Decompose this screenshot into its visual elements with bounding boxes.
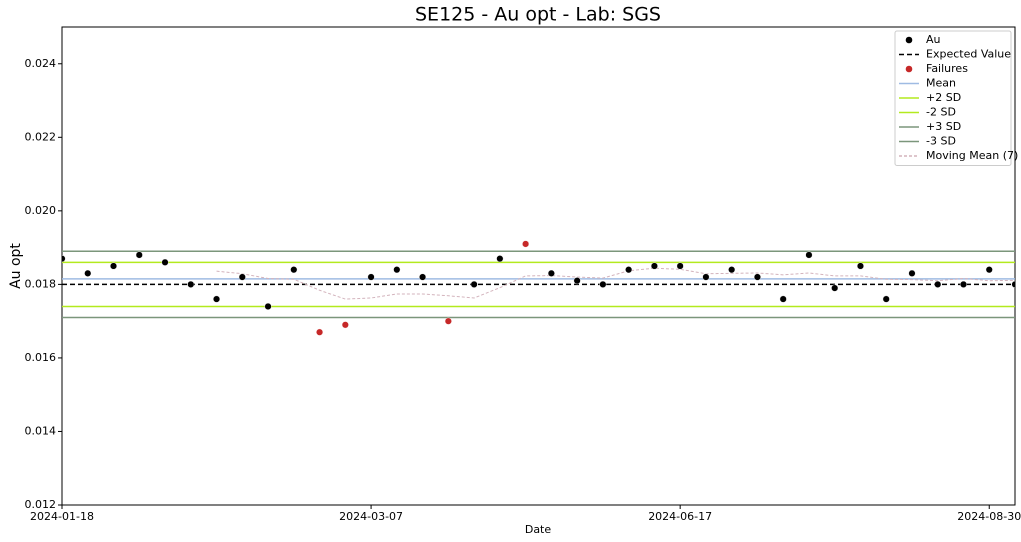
- y-tick-label: 0.016: [25, 351, 57, 364]
- data-point: [573, 277, 581, 285]
- legend-label: Au: [926, 33, 941, 46]
- data-point: [985, 266, 993, 274]
- data-point: [599, 280, 607, 288]
- data-point: [702, 273, 710, 281]
- y-axis-label: Au opt: [8, 243, 24, 289]
- legend-label: +3 SD: [926, 120, 961, 133]
- legend-label: Mean: [926, 77, 956, 90]
- data-point: [625, 266, 633, 274]
- data-point: [341, 321, 349, 329]
- data-point: [444, 317, 452, 325]
- legend-label: -3 SD: [926, 135, 956, 148]
- moving-mean-line: [216, 267, 1015, 300]
- legend-label: +2 SD: [926, 91, 961, 104]
- x-tick-label: 2024-08-30: [957, 510, 1021, 523]
- data-point: [470, 280, 478, 288]
- data-point: [728, 266, 736, 274]
- legend-marker: [905, 65, 913, 73]
- data-point: [135, 251, 143, 259]
- legend-marker: [905, 36, 913, 44]
- x-axis-label: Date: [525, 523, 552, 536]
- legend-label: -2 SD: [926, 106, 956, 119]
- data-point: [805, 251, 813, 259]
- data-point: [84, 269, 92, 277]
- data-point: [856, 262, 864, 270]
- x-tick-label: 2024-03-07: [339, 510, 403, 523]
- data-point: [1011, 280, 1015, 288]
- data-point: [316, 328, 324, 336]
- data-point: [522, 240, 530, 248]
- legend-label: Moving Mean (7): [926, 149, 1018, 162]
- data-point: [419, 273, 427, 281]
- x-tick-label: 2024-06-17: [648, 510, 712, 523]
- data-point: [934, 280, 942, 288]
- data-point: [290, 266, 298, 274]
- data-point: [496, 255, 504, 263]
- chart-title: SE125 - Au opt - Lab: SGS: [415, 4, 661, 26]
- data-point: [264, 302, 272, 310]
- data-point: [831, 284, 839, 292]
- data-point: [882, 295, 890, 303]
- data-point: [110, 262, 118, 270]
- data-point: [650, 262, 658, 270]
- plot-layer: [62, 240, 1015, 336]
- data-point: [753, 273, 761, 281]
- data-point: [238, 273, 246, 281]
- legend-box: [894, 30, 1012, 166]
- y-tick-label: 0.012: [25, 498, 57, 511]
- y-tick-label: 0.014: [25, 424, 57, 437]
- y-tick-label: 0.018: [25, 277, 57, 290]
- plot-frame: [61, 26, 1016, 506]
- data-point: [547, 269, 555, 277]
- data-point: [213, 295, 221, 303]
- data-point: [367, 273, 375, 281]
- data-point: [959, 280, 967, 288]
- data-point: [187, 280, 195, 288]
- legend-label: Failures: [926, 62, 968, 75]
- data-point: [779, 295, 787, 303]
- data-point: [62, 255, 66, 263]
- y-tick-label: 0.022: [25, 130, 57, 143]
- data-point: [676, 262, 684, 270]
- x-tick-label: 2024-01-18: [30, 510, 94, 523]
- data-point: [908, 269, 916, 277]
- data-point: [161, 258, 169, 266]
- y-tick-label: 0.020: [25, 204, 57, 217]
- legend-label: Expected Value: [926, 48, 1011, 61]
- y-tick-label: 0.024: [25, 57, 57, 70]
- data-point: [393, 266, 401, 274]
